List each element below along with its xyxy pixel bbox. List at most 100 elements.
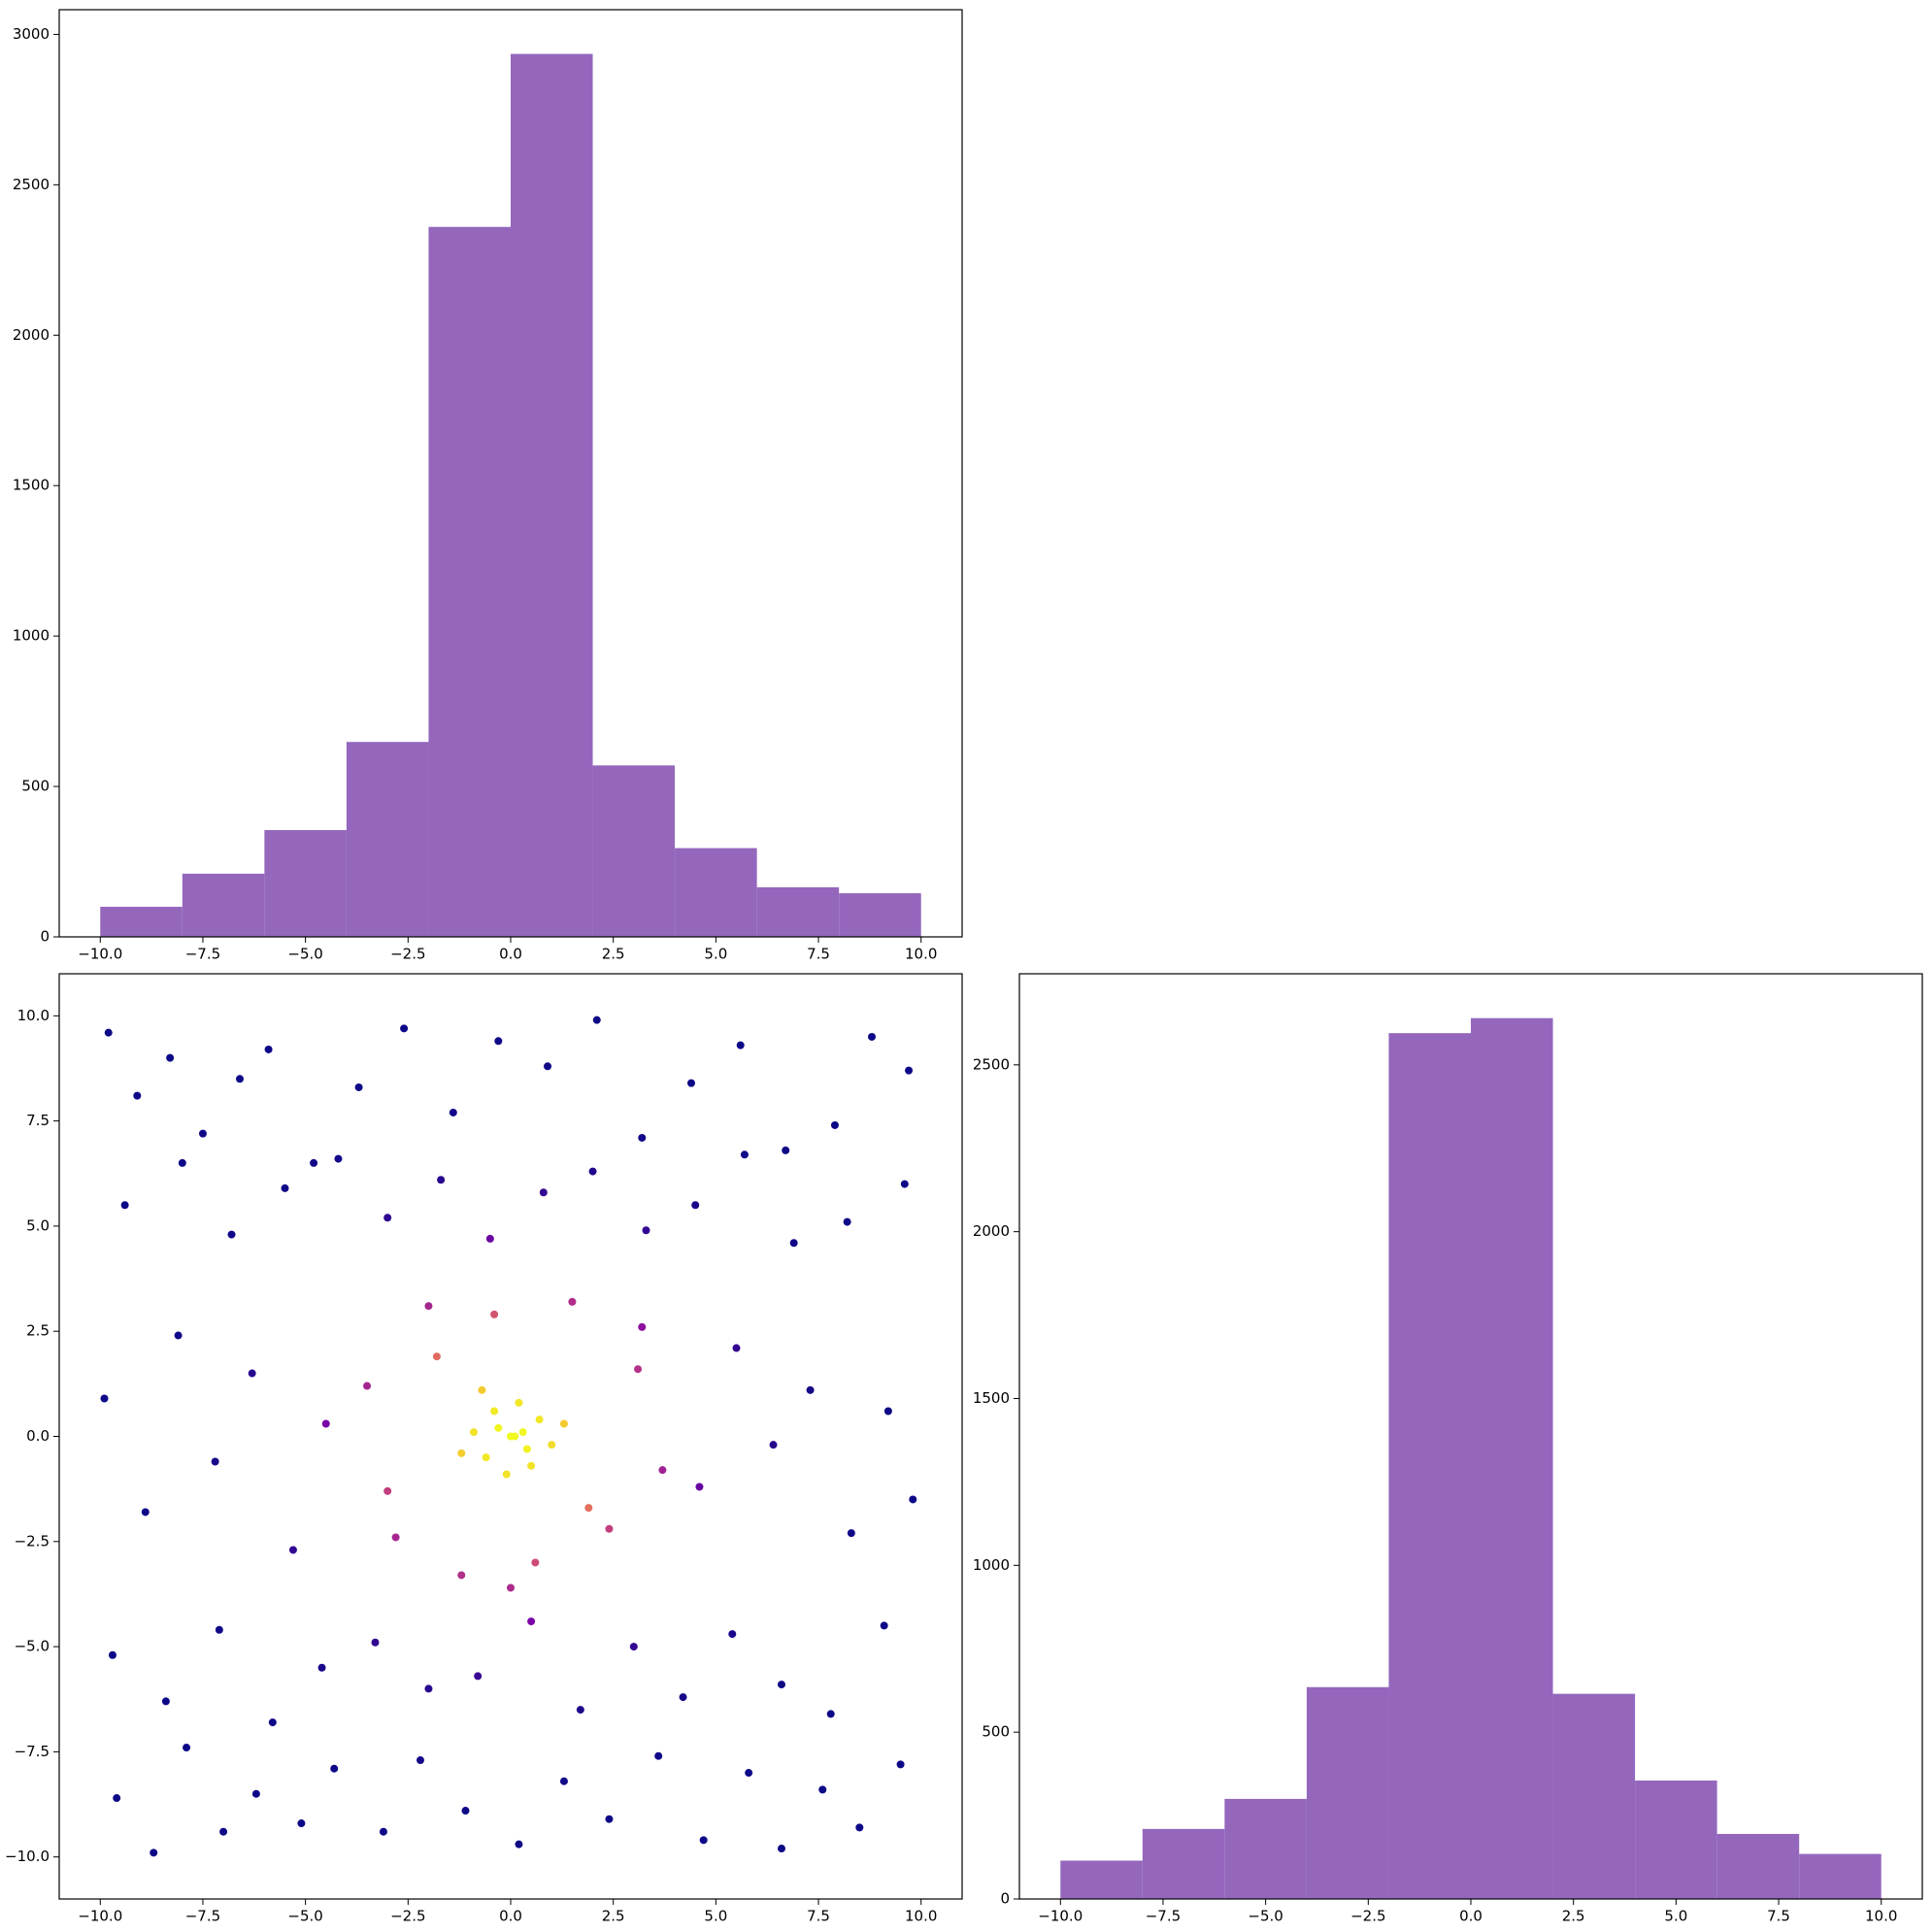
y-tick-label: 1000 (973, 1556, 1010, 1574)
scatter-point (847, 1529, 855, 1538)
scatter-point (638, 1133, 647, 1142)
scatter-point (699, 1836, 708, 1845)
bar (264, 829, 347, 937)
bar (511, 53, 593, 937)
scatter-point (485, 1234, 494, 1243)
scatter-point (383, 1486, 392, 1495)
scatter-point (502, 1470, 511, 1479)
x-tick-label: 0.0 (499, 946, 522, 963)
x-tick-label: −2.5 (390, 1908, 425, 1925)
bar (1142, 1828, 1225, 1899)
scatter-point (494, 1423, 503, 1432)
x-tick-label: −10.0 (78, 1908, 122, 1925)
y-tick-label: 500 (21, 778, 50, 795)
scatter-point (449, 1108, 457, 1116)
x-tick-label: 2.5 (602, 946, 625, 963)
y-tick-label: 1500 (13, 477, 50, 494)
x-tick-label: −2.5 (1350, 1908, 1385, 1925)
x-tick-label: 2.5 (1562, 1908, 1585, 1925)
bar (182, 873, 265, 937)
scatter-point (539, 1188, 548, 1197)
scatter-point (745, 1769, 753, 1778)
scatter-point (654, 1751, 663, 1760)
scatter-point (219, 1827, 228, 1836)
y-tick-label: 0 (1000, 1890, 1010, 1908)
scatter-point (227, 1230, 236, 1239)
x-tick-label: 10.0 (905, 1908, 937, 1925)
scatter-point (883, 1407, 892, 1416)
y-tick-label: 2000 (13, 326, 50, 344)
bar (1224, 1798, 1307, 1899)
scatter-point (150, 1849, 158, 1857)
x-tick-label: 0.0 (499, 1908, 522, 1925)
scatter-point (457, 1571, 466, 1580)
scatter-point (297, 1819, 306, 1828)
scatter-point (527, 1461, 536, 1470)
y-tick-label: 5.0 (26, 1216, 50, 1234)
scatter-point (166, 1053, 175, 1062)
scatter-point (544, 1062, 552, 1071)
scatter-point (215, 1625, 223, 1634)
scatter-point (855, 1823, 864, 1832)
y-tick-label: 2.5 (26, 1322, 50, 1340)
scatter-point (584, 1504, 593, 1513)
scatter-point (113, 1794, 121, 1803)
scatter-point (576, 1706, 584, 1715)
scatter-point (518, 1428, 527, 1437)
scatter-point (638, 1322, 647, 1331)
scatter-point (826, 1710, 835, 1718)
scatter-point (778, 1681, 785, 1689)
scatter-point (691, 1201, 700, 1210)
bar (675, 848, 757, 937)
x-tick-label: −7.5 (1146, 1908, 1181, 1925)
scatter-point (379, 1827, 387, 1836)
scatter-point (740, 1150, 749, 1159)
y-tick-label: 2500 (13, 176, 50, 193)
scatter-point (371, 1638, 380, 1647)
scatter-point (522, 1445, 531, 1453)
x-tick-label: 7.5 (807, 946, 830, 963)
scatter-point (896, 1760, 905, 1769)
bar (756, 886, 840, 937)
scatter-point (330, 1764, 339, 1773)
scatter-point (264, 1045, 273, 1053)
scatter-point (592, 1016, 601, 1024)
y-tick-label: 0.0 (26, 1427, 50, 1445)
scatter-point (732, 1344, 741, 1352)
scatter-point (490, 1407, 499, 1416)
y-tick-label: 7.5 (26, 1112, 50, 1129)
scatter-point (391, 1533, 400, 1542)
scatter-point (658, 1466, 667, 1475)
scatter-point (559, 1777, 568, 1785)
scatter-point (198, 1129, 207, 1138)
y-tick-label: 1000 (13, 627, 50, 645)
bar (100, 907, 183, 937)
y-tick-label: −10.0 (5, 1848, 50, 1865)
scatter-point (511, 1432, 519, 1441)
x-tick-label: 7.5 (807, 1908, 830, 1925)
bar (592, 765, 676, 937)
x-tick-label: −5.0 (1248, 1908, 1282, 1925)
y-tick-label: −7.5 (15, 1743, 50, 1760)
scatter-point (880, 1621, 888, 1630)
x-tick-label: −5.0 (287, 946, 322, 963)
bar (839, 893, 921, 937)
scatter-point (100, 1394, 109, 1403)
scatter-point (728, 1630, 737, 1639)
bar (1060, 1860, 1143, 1899)
scatter-point (178, 1158, 186, 1167)
x-tick-label: 2.5 (602, 1908, 625, 1925)
scatter-point (909, 1495, 917, 1504)
scatter-point (469, 1428, 478, 1437)
y-tick-label: 2000 (973, 1222, 1010, 1240)
bar (1635, 1780, 1717, 1899)
y-tick-label: −5.0 (15, 1638, 50, 1655)
scatter-point (806, 1385, 815, 1394)
scatter-point (108, 1650, 117, 1659)
bar (1552, 1693, 1636, 1899)
y-tick-label: −2.5 (15, 1532, 50, 1549)
scatter-point (900, 1180, 909, 1188)
bar (1799, 1853, 1882, 1899)
scatter-point (687, 1079, 695, 1087)
